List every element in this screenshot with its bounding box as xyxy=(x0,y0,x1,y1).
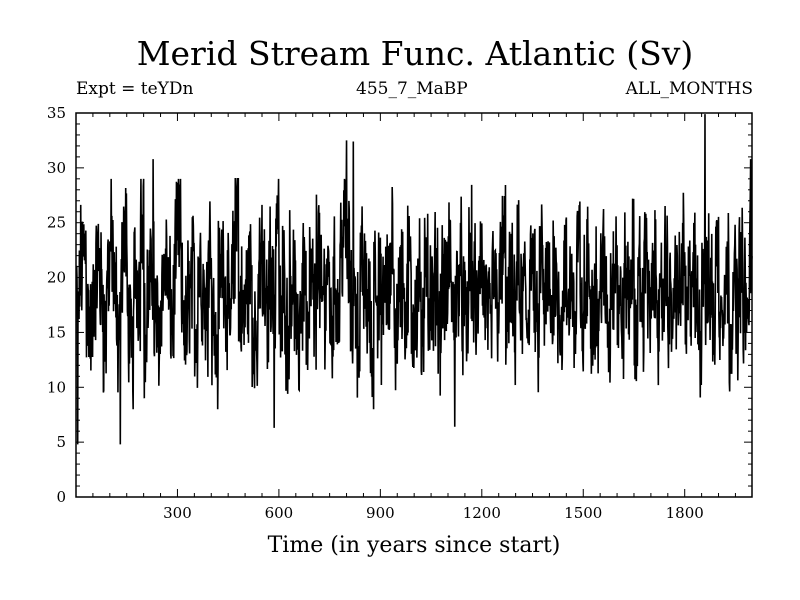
run-label: 455_7_MaBP xyxy=(356,79,468,99)
y-tick-label: 25 xyxy=(47,214,66,232)
x-tick-label: 300 xyxy=(163,504,192,522)
y-tick-label: 5 xyxy=(56,433,66,451)
x-tick-label: 1800 xyxy=(666,504,704,522)
y-tick-label: 15 xyxy=(47,323,66,341)
plot-area xyxy=(75,114,753,445)
y-tick-label: 10 xyxy=(47,378,66,396)
x-tick-label: 600 xyxy=(265,504,294,522)
chart-title: Merid Stream Func. Atlantic (Sv) xyxy=(136,34,694,73)
x-axis-label: Time (in years since start) xyxy=(267,533,561,558)
experiment-label: Expt = teYDn xyxy=(76,79,194,99)
plot-frame xyxy=(75,112,753,498)
months-label: ALL_MONTHS xyxy=(625,79,753,99)
series-line xyxy=(75,114,753,445)
y-tick-label: 35 xyxy=(47,104,66,122)
x-tick-label: 1500 xyxy=(564,504,602,522)
y-tick-label: 0 xyxy=(56,488,66,506)
y-tick-label: 20 xyxy=(47,269,66,287)
x-tick-label: 1200 xyxy=(463,504,501,522)
y-tick-label: 30 xyxy=(47,159,66,177)
x-tick-label: 900 xyxy=(366,504,395,522)
